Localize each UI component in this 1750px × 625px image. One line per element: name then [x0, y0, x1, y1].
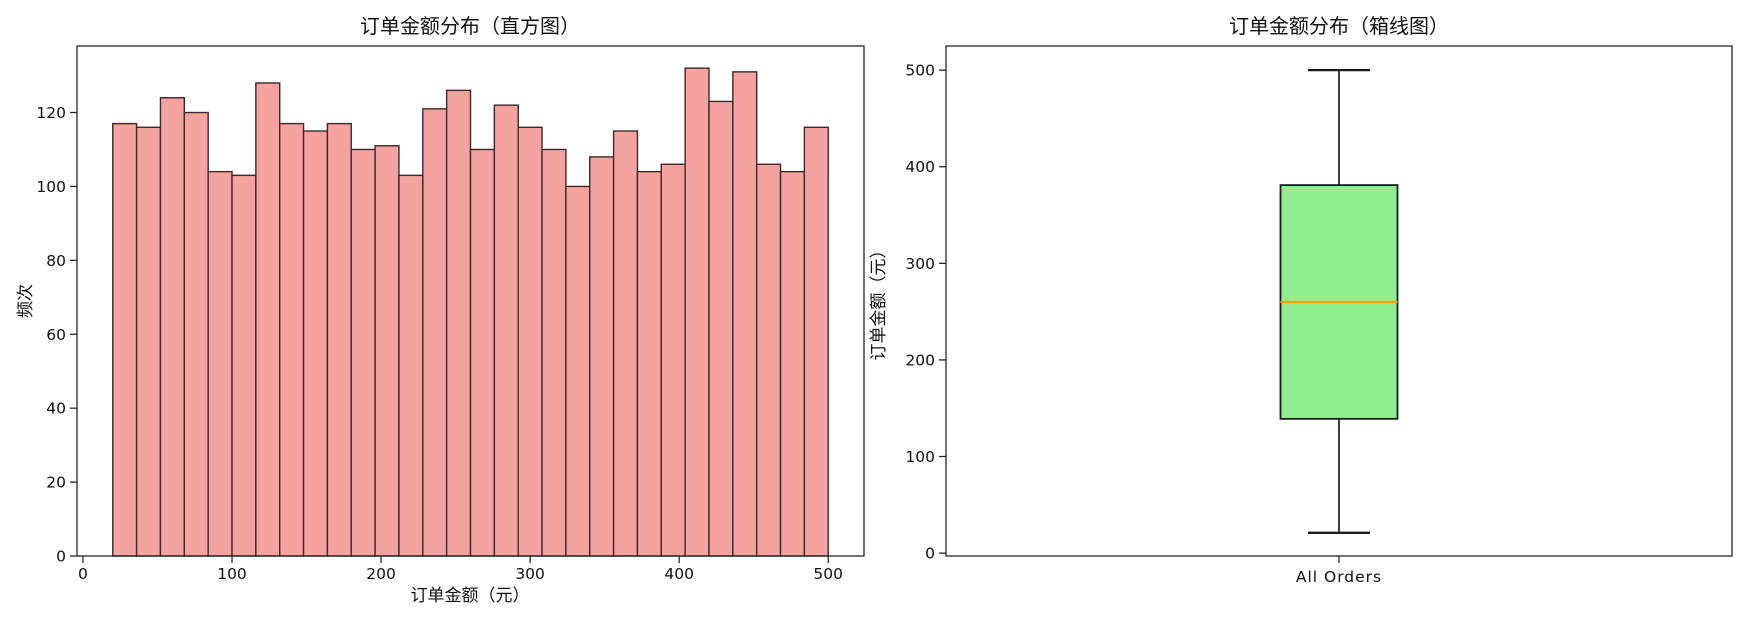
histogram-bar [112, 122, 138, 557]
y-tick-label: 400 [905, 158, 935, 176]
histogram-bar [374, 145, 400, 557]
histogram-y-axis-ticks: 0 20 40 60 80 100 120 [36, 104, 77, 566]
histogram-bar [493, 104, 519, 557]
histogram-x-axis-ticks: 0 100 200 300 400 500 [78, 556, 843, 583]
histogram-bar [302, 130, 329, 557]
histogram-bar [445, 89, 472, 557]
y-tick-label: 300 [905, 255, 935, 273]
histogram-bar [350, 148, 376, 557]
histogram-bar [708, 100, 734, 557]
y-tick-label: 500 [905, 62, 935, 80]
histogram-subplot: 0 100 200 300 400 500 0 20 40 60 80 100 120 订单金额分布（… [16, 14, 865, 606]
histogram-bar [159, 97, 186, 557]
x-tick-label: 300 [515, 565, 545, 583]
boxplot-elements [1279, 68, 1399, 534]
histogram-title: 订单金额分布（直方图） [360, 14, 580, 38]
x-tick-label: 200 [366, 565, 396, 583]
boxplot-title: 订单金额分布（箱线图） [1229, 14, 1449, 38]
y-tick-label: 0 [925, 545, 935, 563]
y-tick-label: 20 [46, 474, 66, 492]
histogram-bar [732, 71, 758, 557]
histogram-bar [612, 130, 639, 557]
histogram-bar [207, 170, 233, 557]
histogram-bar [565, 185, 591, 557]
histogram-bar [684, 67, 710, 557]
boxplot-y-axis-ticks: 0 100 200 300 400 500 [905, 62, 946, 563]
histogram-bar [755, 163, 782, 557]
histogram-bar [589, 156, 615, 557]
histogram-bar [779, 170, 806, 557]
histogram-xlabel: 订单金额（元） [411, 586, 530, 606]
histogram-bar [183, 111, 209, 557]
histogram-bar [469, 148, 496, 557]
histogram-bar [803, 126, 829, 557]
y-tick-label: 60 [46, 326, 66, 344]
histogram-bars [112, 67, 829, 557]
histogram-bar [660, 163, 686, 557]
y-tick-label: 100 [905, 448, 935, 466]
y-tick-label: 100 [36, 178, 66, 196]
y-tick-label: 0 [56, 548, 66, 566]
histogram-ylabel: 频次 [16, 284, 36, 318]
x-tick-label: 500 [813, 565, 843, 583]
boxplot-xtick-label: All Orders [1296, 568, 1382, 586]
histogram-bar [135, 126, 162, 557]
y-tick-label: 80 [46, 252, 66, 270]
y-tick-label: 40 [46, 400, 66, 418]
histogram-bar [255, 82, 281, 557]
x-tick-label: 400 [664, 565, 694, 583]
y-tick-label: 120 [36, 104, 66, 122]
histogram-bar [279, 122, 305, 557]
histogram-bar [231, 174, 257, 557]
y-tick-label: 200 [905, 351, 935, 369]
boxplot-ylabel: 订单金额（元） [869, 242, 889, 361]
histogram-bar [541, 148, 567, 557]
histogram-bar [326, 122, 352, 557]
x-tick-label: 100 [217, 565, 247, 583]
histogram-bar [422, 108, 448, 557]
histogram-bar [636, 170, 662, 557]
histogram-bar [517, 126, 543, 557]
histogram-bar [398, 174, 424, 557]
histogram-plot-border [76, 45, 865, 557]
x-tick-label: 0 [78, 565, 88, 583]
